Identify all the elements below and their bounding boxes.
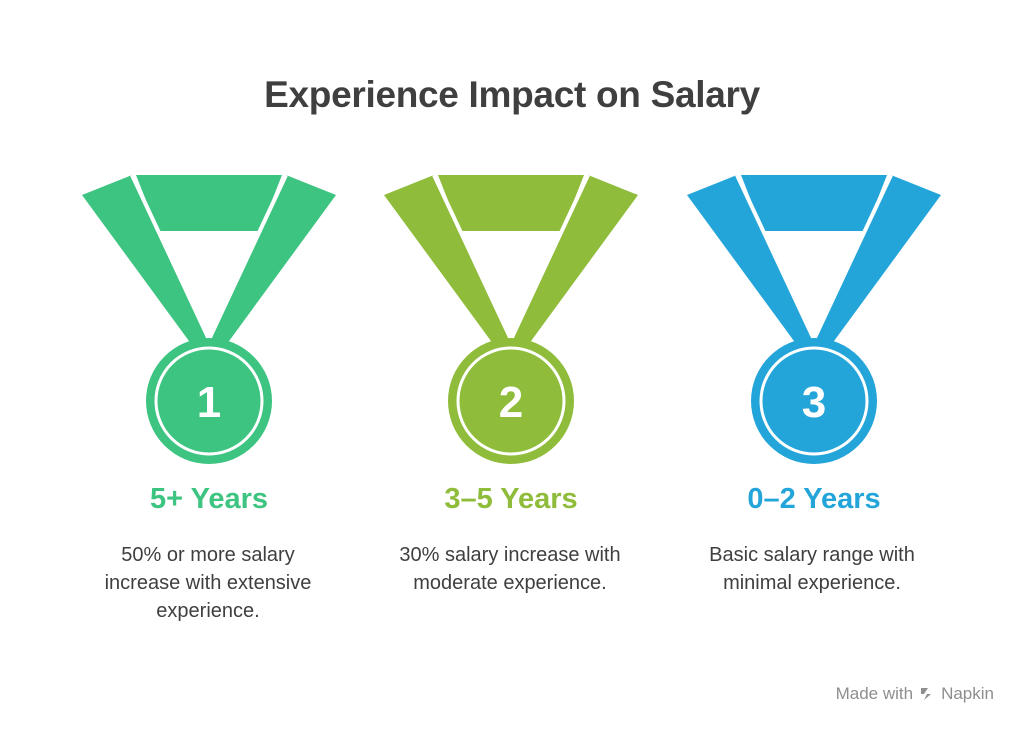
medal-1-inner-ring [154,346,264,456]
item-2-heading: 3–5 Years [444,483,578,515]
medal-1-ribbon [82,175,336,367]
medal-1-rank: 1 [197,378,221,427]
medal-3-rank: 3 [802,378,826,427]
item-2-description: 30% salary increase with moderate experi… [399,544,621,594]
medal-1-graphic: 1 [82,175,336,464]
page-title: Experience Impact on Salary [264,74,760,115]
medal-3-disc [751,338,877,464]
medal-1: 1 [78,175,340,465]
footer-made-with-text: Made with [835,684,914,703]
item-3-heading: 0–2 Years [747,483,881,515]
medal-2-inner-ring [456,346,566,456]
medal-2-disc [448,338,574,464]
medal-2-ribbon [384,175,638,367]
item-3-description: Basic salary range with minimal experien… [709,544,915,594]
made-with-napkin-footer: Made with Napkin [836,684,994,704]
item-1-description: 50% or more salary increase with extensi… [104,544,312,622]
medal-3-ribbon [687,175,941,367]
medal-3: 3 [683,175,945,465]
medal-3-graphic: 3 [687,175,941,464]
medal-2-graphic: 2 [384,175,638,464]
footer-brand-text: Napkin [941,684,994,703]
napkin-logo-icon [921,688,932,700]
item-1-heading: 5+ Years [149,483,268,515]
medal-2: 2 [380,175,642,465]
medal-2-rank: 2 [499,378,523,427]
medal-3-inner-ring [759,346,869,456]
medal-1-disc [146,338,272,464]
